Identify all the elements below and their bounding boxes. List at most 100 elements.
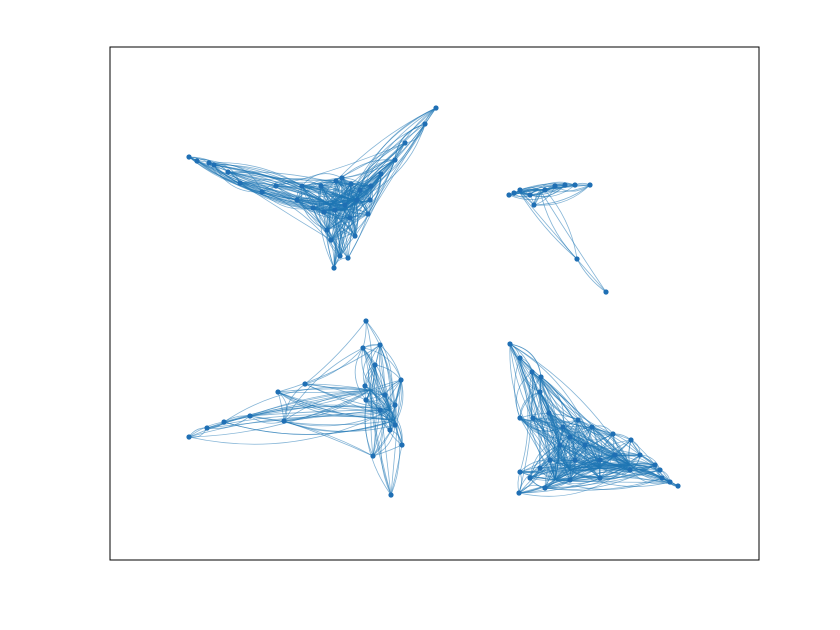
graph-edge [540,376,601,461]
graph-node [529,369,535,375]
graph-node [516,490,522,496]
graph-node [597,475,603,481]
graph-edge [374,364,392,496]
graph-node [538,374,544,380]
graph-edge [519,357,576,461]
graph-node [589,424,595,430]
graph-edge [559,419,579,446]
graph-node [221,419,227,425]
graph-node [675,483,681,489]
graph-node [582,442,588,448]
graph-edge [296,199,351,220]
graph-node [331,265,337,271]
graph-node [567,434,573,440]
graph-node [294,197,300,203]
graph-edge [344,142,406,206]
graph-node [186,434,192,440]
graph-edge [548,412,593,428]
graph-edge [390,444,403,496]
graph-node [527,192,533,198]
graph-edge [394,123,426,161]
graph-edge [283,383,306,422]
graph-edge [529,184,576,198]
graph-node [433,105,439,111]
graph-node [367,197,373,203]
graph-node [560,424,566,430]
graph-node [398,377,404,383]
graph-edge [516,371,533,419]
graph-node [360,345,366,351]
graph-edge [614,454,663,479]
graph-node [368,183,374,189]
graph-node [392,157,398,163]
graph-edge [531,371,576,461]
graph-edge [559,444,671,483]
graph-node [612,452,618,458]
graph-edge [568,444,586,481]
graph-edge [519,459,551,473]
graph-edge [361,347,386,396]
graph-edge [213,164,263,193]
graph-node [377,342,383,348]
graph-edge [365,364,377,401]
graph-edge [394,379,402,426]
graph-node [194,158,200,164]
graph-edge [544,444,562,489]
graph-node [507,341,513,347]
graph-edge [509,343,542,378]
graph-edge [554,469,661,481]
graph-node [237,180,243,186]
graph-edge [599,459,631,471]
graph-edge [519,391,541,419]
graph-edge [364,385,396,426]
graph-edge [540,376,579,421]
graph-node [542,187,548,193]
graph-edge [518,426,593,494]
graph-node [552,183,558,189]
graph-node [347,215,353,221]
graph-edge [356,173,382,201]
graph-edge [239,182,332,241]
graph-edge [206,415,251,429]
graph-node [627,467,633,473]
graph-edge [509,343,529,473]
graph-node [321,209,327,215]
graph-edge [208,162,303,187]
graph-edge [533,183,576,206]
graph-node [537,389,543,395]
graph-edge [249,415,285,424]
graph-node [637,452,643,458]
graph-node [299,183,305,189]
graph-edge [188,415,396,438]
graph-edge [296,177,343,201]
graph-edge [312,185,372,209]
graph-node [370,453,376,459]
graph-node [378,171,384,177]
graph-edge [509,343,541,393]
graph-edge [365,364,376,401]
graph-edge [584,444,601,479]
graph-node [357,187,363,193]
graph-edge [547,412,556,481]
graph-edge [379,344,402,381]
graph-edge [372,424,396,457]
graph-node [517,187,523,193]
graph-edge [519,444,561,473]
graph-edge [227,171,328,231]
graph-edge [629,469,671,485]
graph-edge [540,376,564,428]
graph-edge [519,471,556,481]
graph-node [546,410,552,416]
graph-node [324,227,330,233]
graph-edge [362,347,402,381]
graph-node [310,205,316,211]
graph-edge [304,383,371,391]
graph-edge [341,159,396,179]
graph-node [610,431,616,437]
graph-edge [223,386,371,423]
graph-node [352,233,358,239]
graph-edge [296,179,337,201]
graph-edge [362,347,371,391]
graph-node [302,381,308,387]
